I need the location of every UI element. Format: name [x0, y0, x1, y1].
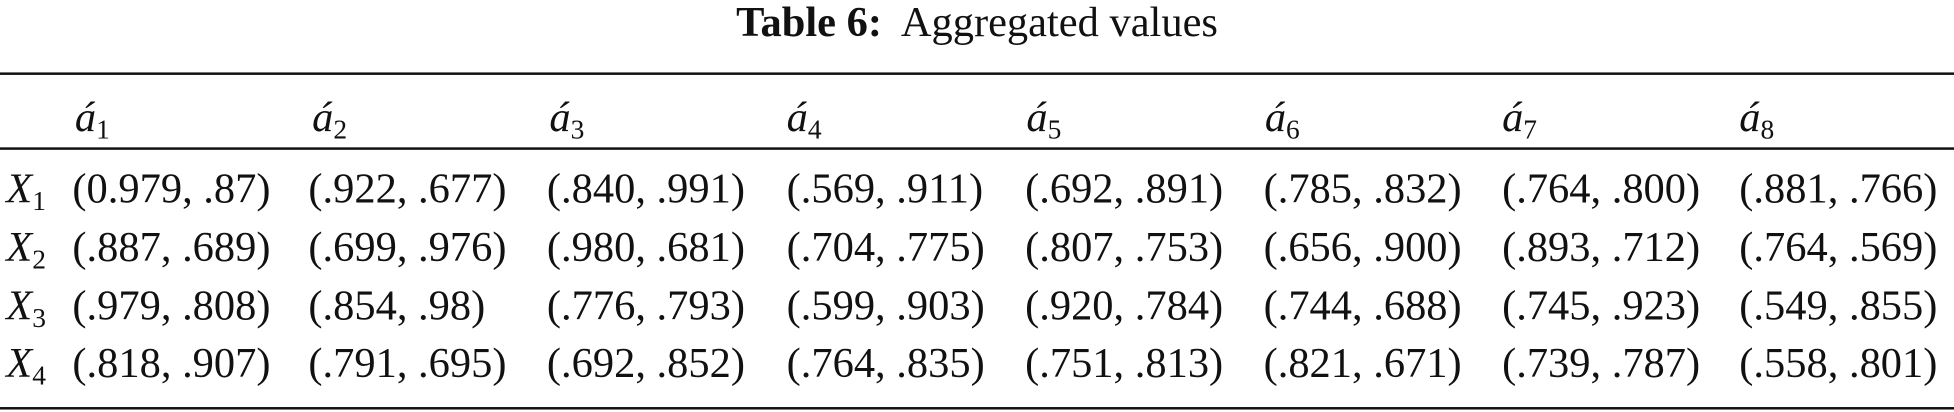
- column-header-index: 8: [1760, 113, 1775, 145]
- row-label-base: X: [6, 224, 33, 271]
- column-header-base: á: [1739, 94, 1761, 142]
- table-cell: (.692, .891): [1025, 166, 1224, 213]
- table-cell: (.764, .835): [786, 340, 985, 388]
- row-label-base: X: [6, 340, 33, 388]
- column-header-index: 4: [807, 113, 822, 145]
- table-cell: (.791, .695): [308, 340, 507, 388]
- table-caption: Table 6: Aggregated values: [0, 2, 1954, 44]
- table-cell: (.744, .688): [1263, 283, 1462, 330]
- column-header-index: 1: [96, 113, 110, 145]
- row-label: X3: [6, 283, 46, 334]
- column-header: á1: [75, 97, 110, 143]
- row-label-base: X: [6, 283, 33, 330]
- column-header: á4: [787, 97, 822, 143]
- table-cell: (.821, .671): [1263, 340, 1462, 388]
- row-label-index: 3: [32, 302, 46, 334]
- column-header-index: 3: [570, 113, 585, 145]
- column-header: á5: [1026, 97, 1061, 143]
- table-cell: (.854, .98): [308, 283, 486, 330]
- table-cell: (.549, .855): [1739, 283, 1938, 330]
- column-header: á7: [1502, 97, 1537, 143]
- row-label-index: 2: [32, 243, 46, 275]
- table-cell: (.558, .801): [1739, 340, 1938, 388]
- table-cell: (.569, .911): [786, 166, 984, 213]
- bottom-rule: [0, 407, 1954, 410]
- table-cell: (.764, .800): [1502, 166, 1701, 213]
- table-cell: (.980, .681): [546, 224, 745, 271]
- table-cell: (.692, .852): [546, 340, 745, 388]
- column-header-index: 7: [1523, 113, 1538, 145]
- column-header-base: á: [1502, 94, 1524, 142]
- table-cell: (.656, .900): [1263, 224, 1462, 271]
- table-cell: (.751, .813): [1025, 340, 1224, 388]
- table-cell: (.887, .689): [72, 224, 271, 271]
- mid-rule: [0, 147, 1954, 150]
- row-label: X2: [6, 227, 46, 273]
- table-cell: (.807, .753): [1025, 224, 1224, 271]
- row-label: X4: [6, 343, 46, 389]
- table-cell: (.704, .775): [786, 224, 985, 271]
- column-header: á3: [549, 97, 584, 143]
- column-header-index: 2: [333, 113, 348, 145]
- column-header-base: á: [786, 94, 808, 142]
- column-header-base: á: [1264, 94, 1287, 142]
- row-label-index: 1: [32, 184, 46, 217]
- row-label-index: 4: [32, 359, 46, 391]
- column-header-base: á: [312, 94, 334, 142]
- column-header-base: á: [549, 94, 571, 142]
- table-cell: (.920, .784): [1025, 283, 1224, 330]
- table-cell: (.785, .832): [1263, 166, 1462, 213]
- table-cell: (.745, .923): [1502, 283, 1701, 330]
- column-header: á6: [1265, 97, 1300, 143]
- table-cell: (.776, .793): [546, 283, 745, 330]
- row-label: X1: [6, 166, 46, 217]
- table-cell: (0.979, .87): [72, 166, 271, 213]
- table-cell: (.881, .766): [1739, 166, 1938, 213]
- table-cell: (.739, .787): [1502, 340, 1701, 388]
- caption-text: Aggregated values: [900, 0, 1218, 47]
- top-rule: [0, 72, 1954, 75]
- column-header: á8: [1739, 97, 1774, 143]
- column-header-base: á: [1026, 94, 1048, 142]
- table-cell: (.818, .907): [72, 340, 271, 388]
- column-header-index: 6: [1286, 113, 1300, 145]
- row-label-base: X: [6, 166, 33, 213]
- column-header: á2: [312, 97, 347, 143]
- table-cell: (.599, .903): [786, 283, 985, 330]
- column-header-index: 5: [1047, 113, 1062, 145]
- table-cell: (.979, .808): [72, 283, 271, 330]
- column-header-base: á: [74, 94, 97, 142]
- table-cell: (.699, .976): [308, 224, 507, 271]
- table-cell: (.922, .677): [308, 166, 507, 213]
- caption-label: Table 6:: [736, 0, 882, 47]
- table-cell: (.764, .569): [1739, 224, 1938, 271]
- table-cell: (.840, .991): [546, 166, 745, 213]
- table-cell: (.893, .712): [1502, 224, 1701, 271]
